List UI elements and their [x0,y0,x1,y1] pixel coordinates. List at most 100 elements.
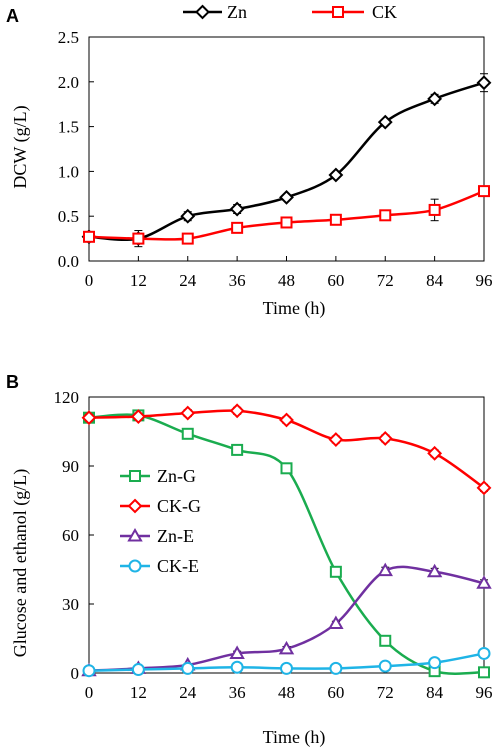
data-point [328,167,344,183]
data-point [477,646,491,660]
panel-a-y-axis-title: DCW (g/L) [10,105,31,188]
y-tick-label: 0.0 [58,252,79,271]
data-point [476,575,492,589]
panel-a-plot: 0.0 0.5 1.0 1.5 2.0 2.5 0 12 24 36 48 60 72 84 96 [58,28,493,290]
x-tick-label: 36 [229,271,246,290]
x-tick-label: 60 [327,683,344,702]
x-tick-label: 84 [426,271,444,290]
x-tick-label: 72 [377,271,394,290]
data-point [180,208,196,224]
panel-a-x-axis-title: Time (h) [263,298,326,319]
data-point [130,409,146,424]
legend-label: CK-E [157,556,199,576]
data-point [181,232,194,245]
data-point [279,412,294,428]
data-point [378,659,392,673]
legend-marker [332,6,344,18]
x-tick-label: 84 [426,683,444,702]
panel-b-plot: 0 30 60 90 120 0 12 24 36 48 60 72 84 96 [54,388,493,702]
y-tick-label: 60 [62,526,79,545]
series-line [88,81,485,242]
x-tick-label: 0 [85,683,94,702]
y-tick-label: 0 [71,664,80,683]
y-tick-label: 2.5 [58,28,79,47]
data-point [278,640,295,655]
x-tick-label: 12 [130,271,147,290]
data-point [231,443,244,456]
data-point [82,664,96,678]
series-line [88,565,485,672]
data-point [377,430,393,446]
panel-b-legend: Zn-G CK-G Zn-E CK-E [120,466,201,576]
data-point [131,663,145,677]
x-tick-label: 60 [327,271,344,290]
y-tick-label: 0.5 [58,207,79,226]
y-tick-label: 30 [62,595,79,614]
data-point [83,230,95,243]
data-point [132,232,145,245]
data-point [478,666,490,679]
y-tick-label: 90 [62,457,79,476]
x-tick-label: 24 [179,271,197,290]
x-tick-label: 36 [229,683,246,702]
legend-marker [127,498,143,514]
data-point [181,661,195,675]
data-point [377,114,393,130]
x-tick-label: 48 [278,683,295,702]
panel-a-label: A [6,6,19,26]
series-ck [83,185,490,245]
legend-marker [129,470,141,482]
legend-label: CK [372,2,397,22]
panel-b-label: B [6,372,19,392]
data-point [476,75,492,91]
legend-label: CK-G [157,496,201,516]
x-tick-label: 96 [476,683,493,702]
data-point [329,661,343,675]
x-tick-label: 12 [130,683,147,702]
data-point [279,189,294,205]
legend-marker [128,559,142,573]
panel-a-legend: Zn CK [183,2,397,22]
data-point [379,209,392,222]
data-point [428,656,442,670]
data-point [426,563,443,578]
panel-b-y-axis-title: Glucose and ethanol (g/L) [10,469,31,657]
x-tick-label: 72 [377,683,394,702]
data-point [230,660,244,674]
data-point [81,410,97,426]
x-tick-label: 24 [179,683,197,702]
legend-label: Zn-E [157,526,194,546]
legend-item-zn-g: Zn-G [120,466,196,486]
data-point [229,645,245,659]
series-line [88,413,485,675]
x-tick-label: 0 [85,271,94,290]
legend-item-zn-e: Zn-E [120,526,194,546]
series-ck-e [82,646,491,678]
data-point [231,221,244,234]
y-tick-label: 1.5 [58,118,79,137]
legend-label: Zn [227,2,247,22]
data-point [280,216,293,229]
panel-b-x-axis-title: Time (h) [263,727,326,748]
legend-marker [195,4,210,20]
y-tick-label: 2.0 [58,73,79,92]
legend-marker [127,527,143,542]
series-ck-g [81,403,492,496]
data-point [180,405,196,421]
data-point [329,565,342,578]
data-point [476,480,492,496]
y-tick-label: 1.0 [58,162,79,181]
series-zn-e [81,562,492,677]
y-tick-label: 120 [54,388,80,407]
data-point [280,462,293,475]
legend-label: Zn-G [157,466,196,486]
legend-item-ck: CK [312,2,397,22]
data-point [427,445,443,461]
data-point [329,213,342,226]
data-point [428,203,441,216]
legend-item-ck-g: CK-G [120,496,201,516]
x-tick-label: 48 [278,271,295,290]
data-point [328,615,344,630]
legend-item-zn: Zn [183,2,247,22]
